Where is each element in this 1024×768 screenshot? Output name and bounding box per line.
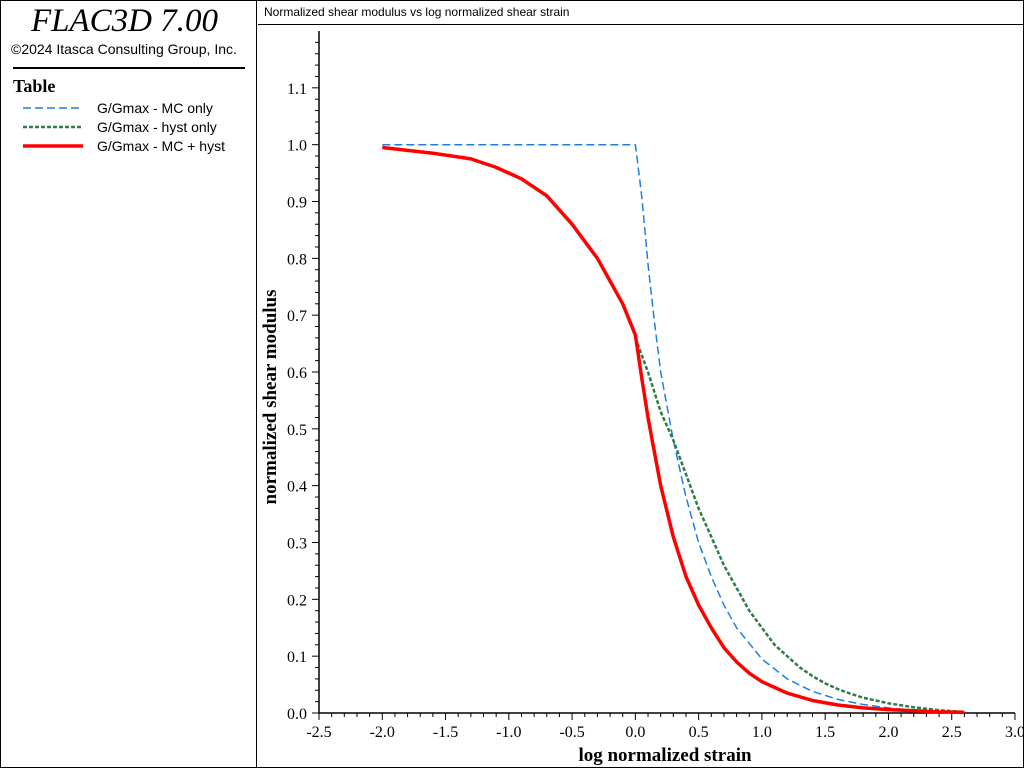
x-tick-label: 0.0 bbox=[625, 724, 645, 741]
x-tick-label: -0.5 bbox=[559, 724, 584, 741]
x-axis-label: log normalized strain bbox=[578, 745, 752, 766]
plot-header: Normalized shear modulus vs log normaliz… bbox=[258, 1, 1023, 25]
x-tick-label: 1.0 bbox=[752, 724, 772, 741]
app-title: FLAC3D 7.00 bbox=[31, 3, 219, 39]
legend-label: G/Gmax - hyst only bbox=[97, 119, 217, 135]
y-tick-label: 0.7 bbox=[287, 308, 307, 325]
x-tick-label: 2.0 bbox=[878, 724, 898, 741]
y-tick-label: 1.1 bbox=[287, 81, 307, 98]
x-tick-label: -1.5 bbox=[433, 724, 458, 741]
legend-swatch-mc-only bbox=[23, 107, 83, 109]
legend-panel: FLAC3D 7.00 ©2024 Itasca Consulting Grou… bbox=[1, 1, 257, 767]
y-tick-label: 0.3 bbox=[287, 536, 307, 553]
x-tick-label: -2.5 bbox=[306, 724, 331, 741]
legend-label: G/Gmax - MC + hyst bbox=[97, 138, 225, 154]
legend-item-mc-hyst: G/Gmax - MC + hyst bbox=[21, 137, 251, 155]
x-tick-label: 3.0 bbox=[1005, 724, 1023, 741]
y-tick-label: 0.5 bbox=[287, 422, 307, 439]
x-tick-label: 2.5 bbox=[942, 724, 962, 741]
x-tick-label: -2.0 bbox=[370, 724, 395, 741]
x-tick-label: -1.0 bbox=[496, 724, 521, 741]
y-tick-label: 0.9 bbox=[287, 195, 307, 212]
y-tick-label: 0.1 bbox=[287, 649, 307, 666]
y-tick-label: 0.8 bbox=[287, 251, 307, 268]
axes: -2.5 -2.0 -1.5 -1.0 -0.5 0.0 0.5 1.0 1.5 2.0 2.5 3.… bbox=[287, 31, 1023, 741]
legend-item-mc-only: G/Gmax - MC only bbox=[21, 99, 251, 117]
y-tick-label: 0.0 bbox=[287, 706, 307, 723]
legend-item-hyst-only: G/Gmax - hyst only bbox=[21, 118, 251, 136]
series-line-1 bbox=[382, 143, 965, 714]
copyright-text: ©2024 Itasca Consulting Group, Inc. bbox=[11, 41, 237, 57]
y-tick-label: 0.2 bbox=[287, 592, 307, 609]
y-tick-label: 1.0 bbox=[287, 138, 307, 155]
x-tick-label: 1.5 bbox=[815, 724, 835, 741]
series-line-3 bbox=[382, 145, 965, 715]
y-tick-label: 0.6 bbox=[287, 365, 307, 382]
series-line-2 bbox=[634, 337, 965, 714]
plot-title: Normalized shear modulus vs log normaliz… bbox=[264, 5, 570, 19]
chart-svg: -2.5 -2.0 -1.5 -1.0 -0.5 0.0 0.5 1.0 1.5 2.0 2.5 3.… bbox=[260, 31, 1023, 766]
series-layer bbox=[382, 143, 965, 715]
legend-swatch-mc-hyst bbox=[23, 144, 83, 148]
legend-swatch-hyst-only bbox=[23, 125, 83, 129]
x-tick-label: 0.5 bbox=[689, 724, 709, 741]
y-tick-label: 0.4 bbox=[287, 479, 307, 496]
y-axis-label: normalized shear modulus bbox=[260, 289, 281, 504]
legend-label: G/Gmax - MC only bbox=[97, 100, 213, 116]
panel-divider bbox=[13, 67, 245, 69]
legend-title: Table bbox=[13, 76, 56, 96]
